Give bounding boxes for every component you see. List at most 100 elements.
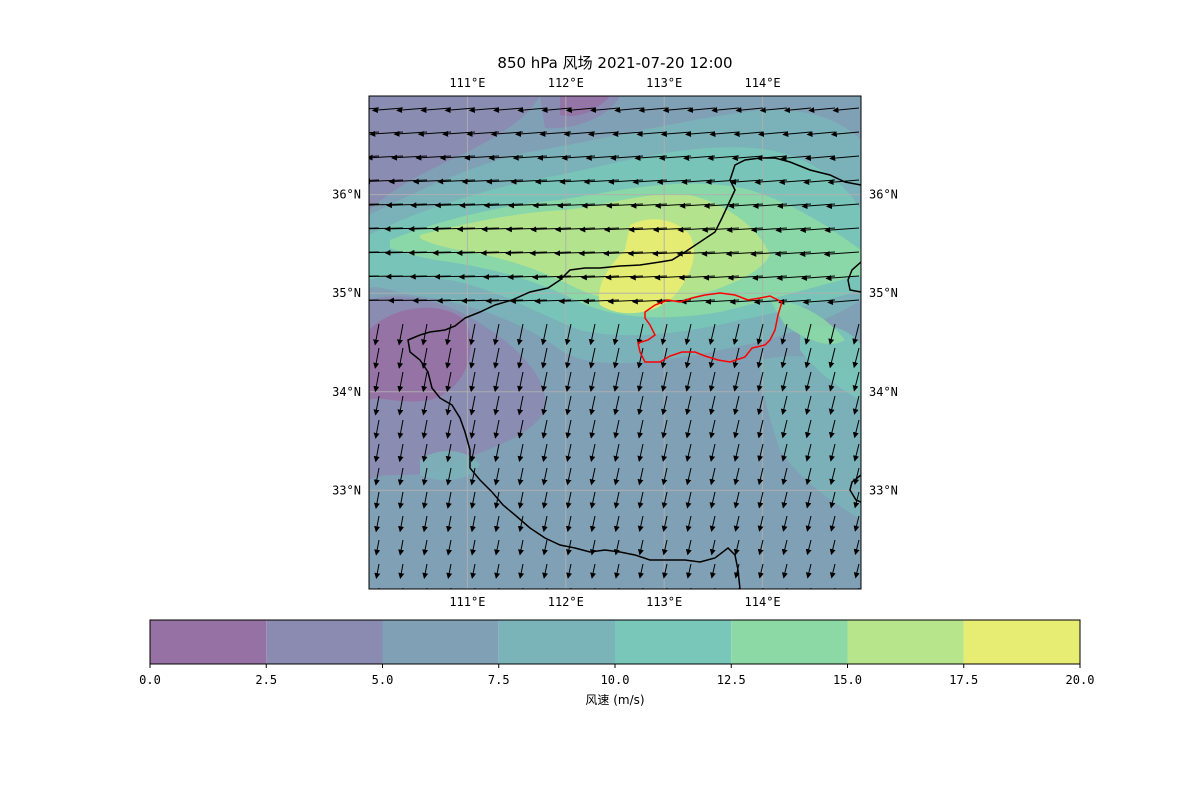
wind-vector (613, 443, 620, 462)
wind-vector (373, 371, 380, 393)
colorbar-tick-label: 12.5 (717, 673, 746, 687)
wind-vector (852, 395, 860, 415)
top-longitude-labels: 111°E 112°E 113°E 114°E (449, 76, 780, 90)
wind-vector (483, 202, 524, 209)
wind-vector (369, 227, 404, 230)
wind-vector (565, 443, 572, 463)
wind-vector (853, 467, 860, 486)
wind-vector (612, 371, 620, 392)
wind-vector (373, 395, 380, 416)
wind-vector (529, 250, 572, 257)
wind-vector (494, 563, 501, 579)
wind-vector (507, 274, 548, 281)
wind-vector (613, 395, 620, 416)
wind-vector (434, 273, 476, 280)
wind-vector (636, 371, 644, 392)
wind-vector (589, 443, 596, 463)
wind-vector (684, 323, 692, 346)
wind-vector (852, 371, 860, 392)
wind-vector (422, 539, 429, 556)
wind-vector (708, 371, 716, 392)
wind-vector (781, 419, 788, 439)
wind-vector (732, 395, 740, 416)
wind-vector (709, 419, 716, 439)
wind-vector (805, 563, 812, 579)
wind-vector (824, 227, 860, 234)
wind-vector (750, 250, 788, 257)
wind-vector (733, 539, 740, 556)
colorbar-swatch (150, 620, 267, 664)
wind-vector (780, 371, 788, 392)
wind-vector (398, 515, 404, 533)
wind-vector (409, 273, 452, 280)
wind-vector (469, 515, 476, 533)
right-lat-label: 34°N (869, 385, 898, 399)
wind-vector (493, 443, 500, 463)
wind-vector (461, 297, 500, 304)
wind-vector (733, 443, 740, 462)
wind-vector (434, 202, 476, 209)
province-boundaries (407, 157, 861, 589)
wind-vector (412, 297, 452, 304)
wind-vector (726, 226, 764, 233)
wind-vector (485, 297, 524, 304)
wind-vector (369, 203, 380, 205)
bottom-lon-label: 114°E (745, 595, 781, 609)
wind-vector (373, 323, 380, 346)
wind-vector (757, 443, 764, 462)
left-lat-label: 35°N (332, 286, 361, 300)
wind-vector (369, 178, 404, 185)
wind-vector (829, 563, 836, 579)
wind-vector (834, 587, 836, 589)
colorbar-swatch (847, 620, 964, 664)
wind-vector (446, 563, 453, 579)
wind-vector (756, 323, 764, 345)
wind-vector (733, 467, 740, 486)
wind-vector (685, 443, 692, 462)
colorbar-swatch (382, 620, 499, 664)
province-boundary-southeast (849, 474, 861, 503)
wind-vector (804, 323, 812, 345)
wind-vector (589, 467, 596, 486)
wind-vector (461, 178, 500, 185)
wind-vector (685, 467, 692, 486)
wind-vector (565, 491, 572, 509)
wind-vector (852, 347, 860, 369)
wind-vector (677, 226, 716, 233)
wind-vector (458, 273, 500, 280)
wind-vector (565, 419, 572, 439)
wind-vector (565, 371, 572, 392)
wind-vectors (369, 107, 860, 589)
wind-vector (804, 371, 812, 392)
wind-vector (732, 323, 740, 346)
wind-vector (660, 347, 668, 369)
wind-vector (852, 323, 860, 345)
wind-vector (661, 419, 668, 439)
wind-vector (397, 371, 404, 393)
wind-vector (566, 563, 573, 579)
colorbar-tick-label: 17.5 (949, 673, 978, 687)
wind-vector (637, 467, 644, 486)
wind-vector (652, 226, 692, 233)
wind-vector (637, 491, 644, 509)
wind-vector (493, 467, 500, 486)
wind-vector (446, 539, 453, 556)
wind-vector (782, 131, 812, 138)
wind-vector (581, 202, 620, 209)
wind-vector (459, 202, 500, 209)
wind-vector (825, 203, 860, 210)
wind-vector (540, 323, 548, 346)
wind-vector (541, 491, 548, 509)
wind-vector (397, 347, 404, 369)
wind-vector (564, 323, 572, 346)
top-lon-label: 111°E (449, 76, 485, 90)
wind-vector (757, 491, 764, 509)
colorbar-tick-label: 2.5 (255, 673, 277, 687)
wind-vector (805, 539, 812, 556)
wind-vector (373, 419, 380, 439)
wind-vector (858, 587, 860, 589)
wind-vector (853, 563, 860, 579)
wind-vector (757, 563, 764, 579)
wind-vector (636, 347, 644, 369)
wind-vector (385, 202, 428, 209)
